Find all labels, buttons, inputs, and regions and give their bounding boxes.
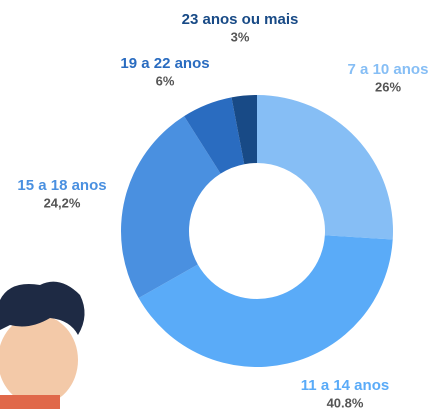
slice-value: 3% xyxy=(231,29,250,44)
slice-value: 26% xyxy=(375,79,401,94)
slice-value: 6% xyxy=(156,73,175,88)
slice-label: 15 a 18 anos xyxy=(17,177,106,194)
slice-label: 11 a 14 anos xyxy=(301,377,389,394)
slice-label: 7 a 10 anos xyxy=(348,61,429,78)
slice-value: 24,2% xyxy=(44,195,81,210)
donut-slice xyxy=(231,95,257,165)
slice-label: 19 a 22 anos xyxy=(120,55,209,72)
character-illustration xyxy=(0,281,85,409)
donut-slice xyxy=(121,116,221,299)
donut-slice xyxy=(257,95,393,240)
slice-value: 40.8% xyxy=(327,395,364,409)
slice-label: 23 anos ou mais xyxy=(182,11,299,28)
donut-slice xyxy=(184,97,245,174)
donut-slice xyxy=(138,235,393,367)
